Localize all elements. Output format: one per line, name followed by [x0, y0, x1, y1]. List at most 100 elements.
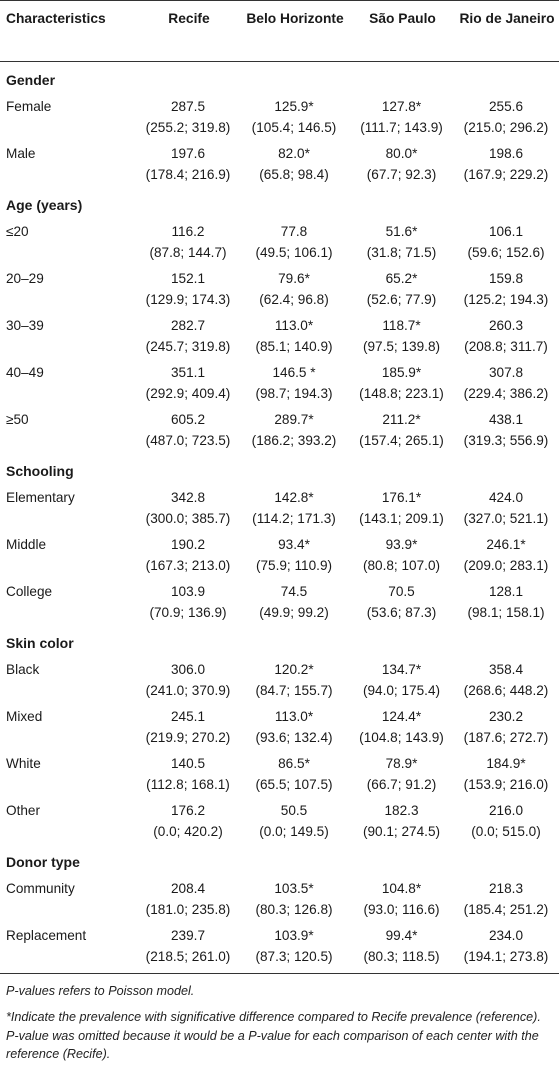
table-cell: 208.4 (181.0; 235.8) [138, 875, 238, 922]
cell-value: 128.1 [488, 584, 524, 599]
table-cell: 116.2 (87.8; 144.7) [138, 218, 238, 265]
table-cell: 103.9* (87.3; 120.5) [238, 922, 350, 974]
row-label: 30–39 [6, 318, 44, 333]
cell-confidence-interval: (292.9; 409.4) [145, 386, 231, 401]
cell-confidence-interval: (215.0; 296.2) [463, 120, 549, 135]
cell-value: 116.2 [171, 224, 205, 239]
cell-confidence-interval: (65.8; 98.4) [259, 167, 329, 182]
cell-value: 424.0 [488, 490, 524, 505]
table-row: White 140.5 (112.8; 168.1) 86.5* (65.5; 107.… [0, 750, 559, 797]
cell-confidence-interval: (80.3; 126.8) [255, 902, 333, 917]
cell-value: 152.1 [170, 271, 206, 286]
table-cell: 239.7 (218.5; 261.0) [138, 922, 238, 974]
cell-confidence-interval: (218.5; 261.0) [145, 949, 231, 964]
table-footnotes: P-values refers to Poisson model. *Indic… [0, 974, 559, 1064]
table-cell: 103.9 (70.9; 136.9) [138, 578, 238, 625]
table-cell: 176.1* (143.1; 209.1) [350, 484, 453, 531]
header-sao-paulo: São Paulo [350, 0, 453, 62]
cell-value: 230.2 [488, 709, 524, 724]
cell-value: 120.2* [274, 662, 314, 677]
cell-confidence-interval: (80.3; 118.5) [363, 949, 440, 964]
table-cell: 176.2 (0.0; 420.2) [138, 797, 238, 844]
table-cell: 120.2* (84.7; 155.7) [238, 656, 350, 703]
table-cell: 50.5 (0.0; 149.5) [238, 797, 350, 844]
table-cell: 218.3 (185.4; 251.2) [453, 875, 559, 922]
cell-confidence-interval: (0.0; 515.0) [471, 824, 541, 839]
section-row: Schooling [0, 453, 559, 484]
header-rio-de-janeiro: Rio de Janeiro [453, 0, 559, 62]
table-cell: 128.1 (98.1; 158.1) [453, 578, 559, 625]
cell-value: 159.8 [488, 271, 524, 286]
cell-value: 93.9* [385, 537, 418, 552]
cell-confidence-interval: (104.8; 143.9) [359, 730, 444, 745]
cell-confidence-interval: (67.7; 92.3) [366, 167, 437, 182]
table-cell: 255.6 (215.0; 296.2) [453, 93, 559, 140]
table-cell: 104.8* (93.0; 116.6) [350, 875, 453, 922]
table-cell: 159.8 (125.2; 194.3) [453, 265, 559, 312]
table-row: ≤20 116.2 (87.8; 144.7) 77.8 (49.5; 106.1) 51… [0, 218, 559, 265]
cell-confidence-interval: (255.2; 319.8) [145, 120, 231, 135]
cell-confidence-interval: (111.7; 143.9) [360, 120, 443, 135]
header-recife: Recife [138, 0, 238, 62]
table-cell: 152.1 (129.9; 174.3) [138, 265, 238, 312]
cell-confidence-interval: (143.1; 209.1) [359, 511, 444, 526]
cell-value: 106.1 [488, 224, 524, 239]
prevalence-table: Characteristics Recife Belo Horizonte Sã… [0, 0, 559, 974]
cell-confidence-interval: (268.6; 448.2) [463, 683, 549, 698]
cell-value: 50.5 [280, 803, 308, 818]
cell-value: 211.2* [382, 412, 421, 427]
row-label: Female [6, 99, 52, 114]
table-body: Gender Female 287.5 (255.2; 319.8) 125.9* (10… [0, 62, 559, 974]
row-label: Male [6, 146, 36, 161]
cell-value: 289.7* [274, 412, 314, 427]
table-cell: 113.0* (93.6; 132.4) [238, 703, 350, 750]
table-row: ≥50 605.2 (487.0; 723.5) 289.7* (186.2; 393.… [0, 406, 559, 453]
row-label: Mixed [6, 709, 43, 724]
cell-value: 118.7* [382, 318, 421, 333]
cell-confidence-interval: (93.6; 132.4) [255, 730, 333, 745]
section-title: Age (years) [6, 197, 83, 213]
cell-confidence-interval: (178.4; 216.9) [145, 167, 231, 182]
cell-value: 80.0* [385, 146, 418, 161]
cell-value: 342.8 [170, 490, 206, 505]
cell-confidence-interval: (0.0; 420.2) [153, 824, 223, 839]
cell-confidence-interval: (49.5; 106.1) [255, 245, 333, 260]
cell-value: 82.0* [278, 146, 310, 161]
cell-confidence-interval: (66.7; 91.2) [366, 777, 437, 792]
table-cell: 93.4* (75.9; 110.9) [238, 531, 350, 578]
table-cell: 282.7 (245.7; 319.8) [138, 312, 238, 359]
section-title: Schooling [6, 463, 74, 479]
cell-value: 245.1 [170, 709, 206, 724]
cell-value: 125.9* [274, 99, 314, 114]
table-row: Community 208.4 (181.0; 235.8) 103.5* (80.3;… [0, 875, 559, 922]
row-label: White [6, 756, 41, 771]
table-cell: 103.5* (80.3; 126.8) [238, 875, 350, 922]
cell-value: 124.4* [381, 709, 422, 724]
cell-confidence-interval: (98.7; 194.3) [255, 386, 333, 401]
cell-confidence-interval: (52.6; 77.9) [366, 292, 437, 307]
table-cell: 74.5 (49.9; 99.2) [238, 578, 350, 625]
cell-value: 438.1 [488, 412, 524, 427]
cell-value: 176.1* [381, 490, 422, 505]
table-cell: 260.3 (208.8; 311.7) [453, 312, 559, 359]
table-cell: 351.1 (292.9; 409.4) [138, 359, 238, 406]
cell-confidence-interval: (112.8; 168.1) [146, 777, 230, 792]
section-title: Skin color [6, 635, 74, 651]
cell-value: 307.8 [488, 365, 524, 380]
table-cell: 185.9* (148.8; 223.1) [350, 359, 453, 406]
table-cell: 79.6* (62.4; 96.8) [238, 265, 350, 312]
table-cell: 342.8 (300.0; 385.7) [138, 484, 238, 531]
cell-confidence-interval: (98.1; 158.1) [467, 605, 545, 620]
row-label: Middle [6, 537, 47, 552]
cell-value: 246.1* [486, 537, 526, 552]
footnote-poisson: P-values refers to Poisson model. [6, 984, 195, 998]
cell-confidence-interval: (105.4; 146.5) [251, 120, 337, 135]
cell-confidence-interval: (0.0; 149.5) [259, 824, 329, 839]
table-cell: 198.6 (167.9; 229.2) [453, 140, 559, 187]
table-cell: 125.9* (105.4; 146.5) [238, 93, 350, 140]
table-row: Middle 190.2 (167.3; 213.0) 93.4* (75.9; 110… [0, 531, 559, 578]
section-row: Gender [0, 62, 559, 94]
header-row: Characteristics Recife Belo Horizonte Sã… [0, 0, 559, 62]
section-title: Gender [6, 72, 56, 88]
table-cell: 211.2* (157.4; 265.1) [350, 406, 453, 453]
